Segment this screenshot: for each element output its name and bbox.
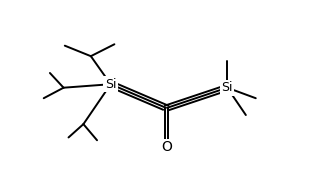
Text: O: O xyxy=(161,140,172,154)
Text: Si: Si xyxy=(105,78,116,91)
Text: Si: Si xyxy=(221,81,233,94)
